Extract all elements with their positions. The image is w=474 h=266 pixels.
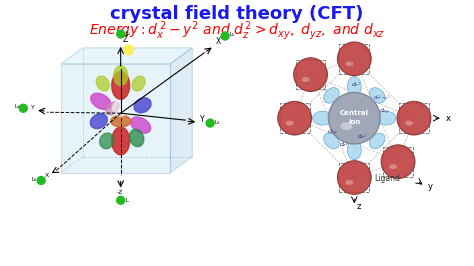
Ellipse shape: [132, 76, 145, 91]
Bar: [280, 103, 310, 133]
Text: L₆: L₆: [31, 177, 36, 182]
Circle shape: [124, 45, 134, 55]
Text: Z: Z: [123, 35, 128, 44]
Ellipse shape: [369, 133, 385, 149]
Ellipse shape: [346, 180, 353, 185]
Ellipse shape: [328, 110, 340, 118]
Circle shape: [221, 32, 229, 40]
Circle shape: [381, 145, 415, 178]
Circle shape: [328, 92, 380, 144]
Ellipse shape: [129, 129, 144, 147]
Ellipse shape: [134, 98, 151, 113]
Ellipse shape: [301, 77, 310, 82]
Text: L: L: [126, 198, 128, 203]
Ellipse shape: [340, 122, 352, 130]
Ellipse shape: [352, 94, 364, 102]
Ellipse shape: [112, 72, 129, 99]
Polygon shape: [170, 48, 192, 173]
Text: $d_{z^2}$: $d_{z^2}$: [357, 132, 367, 141]
Circle shape: [117, 196, 125, 204]
Text: X: X: [216, 37, 221, 46]
Text: $d_{xy}$: $d_{xy}$: [327, 128, 338, 138]
Text: L₃: L₃: [214, 120, 219, 124]
Text: Y: Y: [200, 115, 205, 124]
Ellipse shape: [96, 76, 109, 91]
Ellipse shape: [369, 88, 385, 103]
Ellipse shape: [100, 133, 114, 149]
Text: L₄: L₄: [14, 104, 19, 109]
Text: L₅: L₅: [229, 32, 234, 36]
Ellipse shape: [389, 164, 397, 169]
Circle shape: [278, 101, 311, 135]
Text: crystal field theory (CFT): crystal field theory (CFT): [110, 5, 364, 23]
Circle shape: [397, 101, 431, 135]
Ellipse shape: [106, 102, 119, 115]
Circle shape: [117, 30, 125, 38]
Ellipse shape: [324, 133, 339, 149]
Circle shape: [337, 42, 371, 76]
Bar: [296, 60, 326, 89]
Bar: [339, 44, 369, 74]
Ellipse shape: [347, 77, 361, 96]
Text: L₁: L₁: [126, 31, 131, 36]
Ellipse shape: [312, 111, 332, 125]
Text: Y: Y: [31, 105, 35, 110]
Text: x: x: [446, 114, 451, 123]
Text: z: z: [356, 202, 361, 211]
Text: $d_{z^2}$: $d_{z^2}$: [351, 81, 361, 89]
Circle shape: [206, 119, 214, 127]
Ellipse shape: [347, 140, 361, 160]
Ellipse shape: [324, 88, 339, 103]
Ellipse shape: [113, 100, 128, 116]
Circle shape: [19, 104, 27, 112]
Ellipse shape: [111, 115, 131, 127]
Bar: [339, 163, 369, 192]
Circle shape: [294, 58, 328, 92]
Ellipse shape: [91, 93, 111, 109]
Polygon shape: [61, 64, 170, 173]
Ellipse shape: [112, 127, 129, 155]
Text: y: y: [428, 182, 433, 192]
Polygon shape: [61, 48, 192, 64]
Circle shape: [337, 161, 371, 194]
Text: Ligand: Ligand: [374, 174, 400, 184]
Ellipse shape: [376, 111, 396, 125]
Text: ion: ion: [348, 119, 360, 125]
Text: $d_{x^2-y^2}$: $d_{x^2-y^2}$: [374, 94, 391, 104]
Text: $\it{Energy: d_{x}^{\,2} - y^{2}\ and\ d_{z}^{\,2} > d_{xy},\ d_{yz},\ and\ d_{x: $\it{Energy: d_{x}^{\,2} - y^{2}\ and\ d…: [89, 19, 385, 41]
Circle shape: [37, 177, 45, 184]
Ellipse shape: [368, 118, 380, 126]
Ellipse shape: [405, 120, 413, 126]
Text: -Z: -Z: [117, 190, 123, 195]
Bar: [383, 147, 413, 177]
Ellipse shape: [91, 114, 107, 128]
Ellipse shape: [345, 134, 356, 142]
Bar: [399, 103, 429, 133]
Ellipse shape: [114, 66, 128, 85]
Text: $d_{xy}$: $d_{xy}$: [379, 107, 390, 117]
Text: Central: Central: [340, 110, 369, 116]
Ellipse shape: [130, 117, 151, 133]
Ellipse shape: [346, 61, 353, 66]
Text: $d_{z^2}$: $d_{z^2}$: [339, 140, 349, 149]
Ellipse shape: [286, 120, 294, 126]
Text: X: X: [45, 173, 49, 177]
